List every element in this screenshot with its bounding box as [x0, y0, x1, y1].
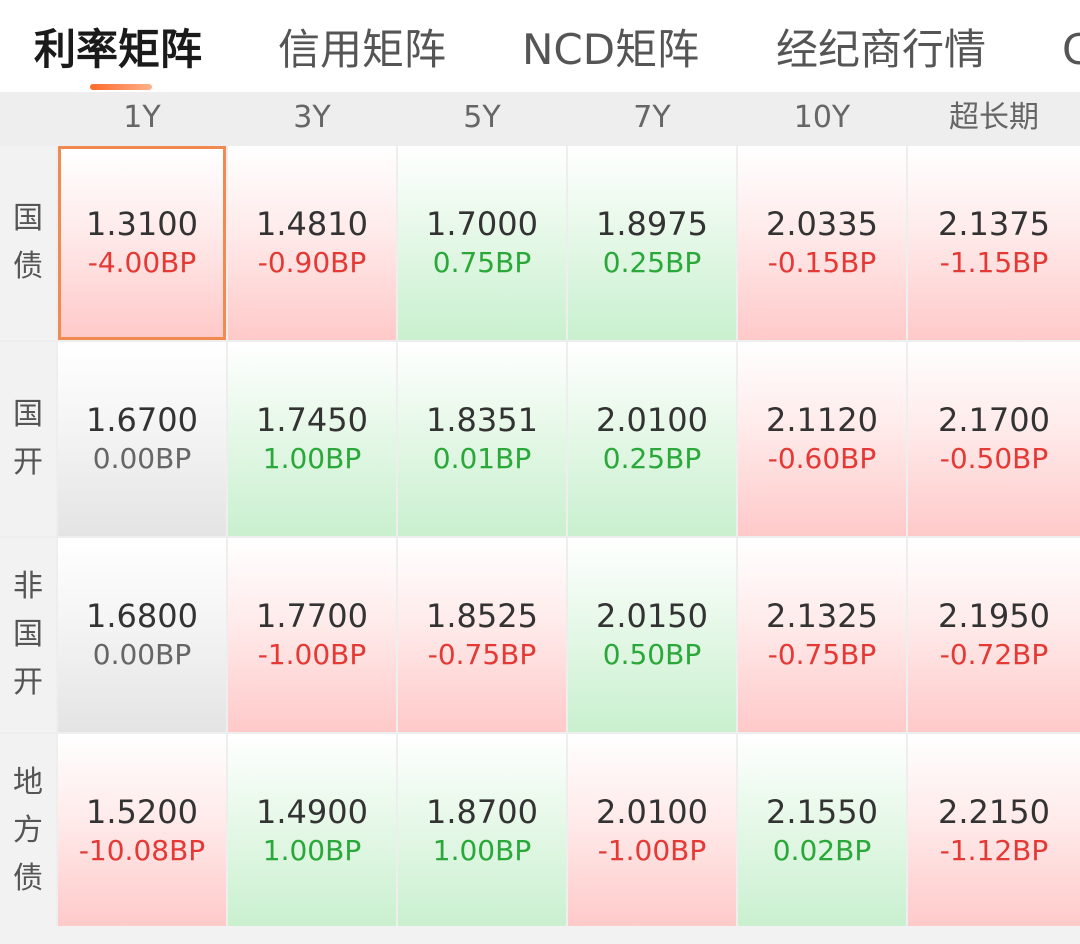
column-header-1: 3Y	[228, 92, 396, 144]
matrix-cell[interactable]: 2.1325 -0.75BP	[738, 538, 906, 732]
matrix-cell[interactable]: 2.1550 0.02BP	[738, 734, 906, 928]
tab-broker-quotes[interactable]: 经纪商行情	[776, 25, 987, 74]
matrix-cell[interactable]: 2.1375 -1.15BP	[908, 146, 1080, 340]
yield-change: -0.60BP	[767, 442, 877, 475]
yield-change: 1.00BP	[432, 834, 532, 867]
yield-change: 1.00BP	[262, 442, 362, 475]
yield-change: -0.90BP	[257, 246, 367, 279]
row-header-label: 非国开	[13, 569, 43, 700]
matrix-cell[interactable]: 1.6800 0.00BP	[58, 538, 226, 732]
row-header-0: 国债	[0, 146, 56, 340]
yield-change: -1.00BP	[257, 638, 367, 671]
yield-change: 0.25BP	[602, 442, 702, 475]
active-tab-indicator	[90, 84, 152, 90]
yield-value: 1.8700	[426, 793, 538, 831]
column-header-5: 超长期	[908, 92, 1080, 144]
yield-value: 2.2150	[938, 793, 1050, 831]
matrix-cell[interactable]: 2.2150 -1.12BP	[908, 734, 1080, 928]
matrix-cell[interactable]: 2.1120 -0.60BP	[738, 342, 906, 536]
yield-value: 1.7700	[256, 597, 368, 635]
yield-change: 0.01BP	[432, 442, 532, 475]
matrix-cell[interactable]: 2.0150 0.50BP	[568, 538, 736, 732]
matrix-cell[interactable]: 2.0100 0.25BP	[568, 342, 736, 536]
yield-value: 2.1375	[938, 205, 1050, 243]
matrix-cell[interactable]: 1.8351 0.01BP	[398, 342, 566, 536]
matrix-cell[interactable]: 2.0100 -1.00BP	[568, 734, 736, 928]
yield-value: 2.0335	[766, 205, 878, 243]
matrix-cell[interactable]: 1.4900 1.00BP	[228, 734, 396, 928]
matrix-cell[interactable]: 2.1950 -0.72BP	[908, 538, 1080, 732]
yield-change: 0.02BP	[772, 834, 872, 867]
yield-change: -0.75BP	[767, 638, 877, 671]
yield-change: -1.12BP	[939, 834, 1049, 867]
tab-ncd-matrix[interactable]: NCD矩阵	[522, 25, 700, 74]
yield-value: 1.3100	[86, 205, 198, 243]
yield-value: 2.1550	[766, 793, 878, 831]
tab-bar: 利率矩阵 信用矩阵 NCD矩阵 经纪商行情 C	[0, 0, 1080, 92]
column-header-4: 10Y	[738, 92, 906, 144]
row-header-3: 地方债	[0, 734, 56, 928]
matrix-cell[interactable]: 1.4810 -0.90BP	[228, 146, 396, 340]
yield-value: 1.8975	[596, 205, 708, 243]
yield-value: 2.0100	[596, 401, 708, 439]
yield-change: 0.75BP	[432, 246, 532, 279]
yield-value: 1.4810	[256, 205, 368, 243]
row-header-1: 国开	[0, 342, 56, 536]
yield-value: 1.7450	[256, 401, 368, 439]
column-header-0: 1Y	[58, 92, 226, 144]
matrix-cell[interactable]: 1.6700 0.00BP	[58, 342, 226, 536]
yield-value: 1.6800	[86, 597, 198, 635]
tab-rate-matrix[interactable]: 利率矩阵	[34, 25, 203, 74]
row-header-label: 地方债	[13, 765, 43, 896]
yield-change: -0.72BP	[939, 638, 1049, 671]
row-header-label: 国债	[13, 201, 43, 284]
yield-change: 0.25BP	[602, 246, 702, 279]
rate-matrix-grid: 1Y 3Y 5Y 7Y 10Y 超长期 国债 1.3100 -4.00BP 1.4810 -0.90…	[0, 92, 1080, 944]
matrix-cell[interactable]: 1.7450 1.00BP	[228, 342, 396, 536]
tab-credit-matrix[interactable]: 信用矩阵	[278, 25, 447, 74]
matrix-corner	[0, 92, 56, 144]
yield-value: 2.0100	[596, 793, 708, 831]
yield-change: 0.50BP	[602, 638, 702, 671]
yield-change: -10.08BP	[78, 834, 206, 867]
matrix-cell[interactable]: 2.0335 -0.15BP	[738, 146, 906, 340]
matrix-cell[interactable]: 1.7700 -1.00BP	[228, 538, 396, 732]
yield-value: 1.8351	[426, 401, 538, 439]
bottom-strip	[0, 926, 1080, 944]
yield-change: 1.00BP	[262, 834, 362, 867]
column-header-3: 7Y	[568, 92, 736, 144]
matrix-cell[interactable]: 1.3100 -4.00BP	[58, 146, 226, 340]
matrix-cell[interactable]: 1.8975 0.25BP	[568, 146, 736, 340]
yield-change: -0.50BP	[939, 442, 1049, 475]
yield-value: 1.7000	[426, 205, 538, 243]
yield-change: -1.15BP	[939, 246, 1049, 279]
yield-value: 2.0150	[596, 597, 708, 635]
matrix-cell[interactable]: 1.7000 0.75BP	[398, 146, 566, 340]
yield-change: -0.75BP	[427, 638, 537, 671]
yield-value: 2.1950	[938, 597, 1050, 635]
matrix-cell[interactable]: 1.8525 -0.75BP	[398, 538, 566, 732]
row-header-2: 非国开	[0, 538, 56, 732]
yield-value: 2.1120	[766, 401, 878, 439]
matrix-cell[interactable]: 2.1700 -0.50BP	[908, 342, 1080, 536]
tab-more[interactable]: C	[1062, 25, 1080, 74]
yield-value: 1.4900	[256, 793, 368, 831]
yield-change: -4.00BP	[87, 246, 197, 279]
column-header-2: 5Y	[398, 92, 566, 144]
yield-value: 2.1700	[938, 401, 1050, 439]
yield-value: 1.8525	[426, 597, 538, 635]
yield-value: 2.1325	[766, 597, 878, 635]
yield-change: -1.00BP	[597, 834, 707, 867]
row-header-label: 国开	[13, 397, 43, 480]
yield-value: 1.5200	[86, 793, 198, 831]
yield-change: -0.15BP	[767, 246, 877, 279]
yield-change: 0.00BP	[92, 638, 192, 671]
yield-value: 1.6700	[86, 401, 198, 439]
matrix-cell[interactable]: 1.5200 -10.08BP	[58, 734, 226, 928]
yield-change: 0.00BP	[92, 442, 192, 475]
matrix-cell[interactable]: 1.8700 1.00BP	[398, 734, 566, 928]
